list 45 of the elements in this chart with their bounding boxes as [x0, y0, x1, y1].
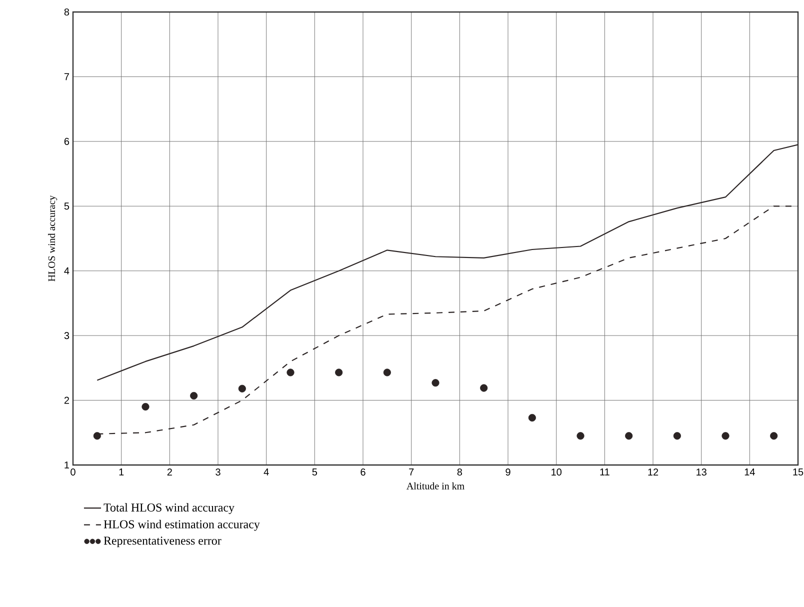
y-tick-label: 3: [64, 332, 70, 340]
point: [673, 432, 681, 440]
x-tick-label: 4: [264, 468, 269, 476]
point: [625, 432, 633, 440]
x-tick-label: 8: [457, 468, 462, 476]
point: [238, 384, 246, 392]
y-tick-label: 8: [64, 8, 70, 16]
x-tick-label: 10: [552, 468, 562, 476]
point: [722, 432, 730, 440]
x-tick-label: 11: [600, 468, 610, 476]
point: [576, 432, 584, 440]
x-tick-label: 5: [312, 468, 318, 476]
y-tick-label: 5: [64, 202, 70, 210]
x-tick-label: 6: [360, 468, 366, 476]
point: [335, 368, 343, 376]
x-tick-label: 0: [70, 468, 76, 476]
point: [142, 402, 150, 411]
x-tick-label: 3: [216, 468, 220, 476]
y-tick-label: 4: [64, 267, 70, 274]
x-tick-label: 9: [506, 468, 510, 476]
y-tick-label: 2: [64, 396, 69, 404]
line-series: [96, 144, 798, 381]
point: [383, 368, 391, 376]
y-tick-label: 7: [64, 73, 69, 80]
x-tick-label: 2: [167, 468, 172, 476]
y-tick-label: 1: [64, 462, 69, 468]
x-tick-label: 14: [744, 468, 755, 476]
x-tick-label: 12: [648, 468, 658, 476]
y-tick-label: 6: [64, 138, 70, 145]
point: [432, 379, 440, 387]
x-tick-label: 13: [696, 468, 706, 476]
legend-label: Total HLOS wind accuracy: [104, 503, 234, 514]
point: [528, 414, 536, 422]
y-axis-title: HLOS wind accuracy: [48, 195, 58, 282]
point: [770, 432, 778, 440]
x-tick-label: 15: [793, 468, 804, 476]
x-tick-label: 7: [409, 468, 414, 476]
x-tick-label: 1: [119, 468, 124, 476]
legend-label: Representativeness error: [104, 536, 222, 548]
point: [286, 368, 294, 376]
legend-label: HLOS wind estimation accuracy: [104, 520, 260, 531]
point: [93, 432, 101, 440]
point: [480, 384, 488, 392]
x-axis-title: Altitude in km: [406, 482, 464, 490]
point: [190, 392, 198, 400]
